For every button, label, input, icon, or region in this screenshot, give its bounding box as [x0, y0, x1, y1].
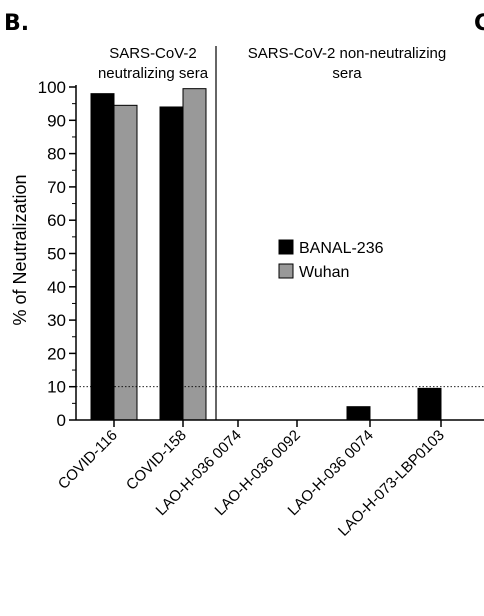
legend-swatch-wuhan	[278, 263, 294, 279]
y-tick-label: 70	[47, 178, 66, 197]
panel-label: B.	[4, 11, 29, 36]
legend-swatch-banal	[278, 239, 294, 255]
legend: BANAL-236 Wuhan	[278, 239, 384, 281]
legend-label-wuhan: Wuhan	[299, 264, 349, 281]
y-axis-label: % of Neutralization	[10, 174, 30, 325]
y-tick-label: 80	[47, 145, 66, 164]
bar-wuhan-1	[182, 88, 207, 421]
group-label-1-line1: SARS-CoV-2	[109, 45, 197, 62]
y-tick-label: 10	[47, 378, 66, 397]
bar-banal-236-5	[417, 387, 442, 421]
bar-banal-236-1	[159, 106, 184, 421]
group-label-2-line2: sera	[332, 65, 362, 82]
group-label-1-line2: neutralizing sera	[98, 65, 209, 82]
bar-banal-236-4	[346, 406, 371, 421]
y-tick-label: 20	[47, 344, 66, 363]
y-tick-label: 40	[47, 278, 66, 297]
y-tick-label: 0	[57, 411, 66, 430]
y-tick-label: 90	[47, 111, 66, 130]
y-tick-label: 30	[47, 311, 66, 330]
y-ticks: 0 10 20 30 40 50 60 70 80 90 100	[38, 78, 76, 430]
y-tick-label: 60	[47, 211, 66, 230]
y-tick-label: 50	[47, 245, 66, 264]
legend-label-banal: BANAL-236	[299, 240, 384, 257]
bar-wuhan-0	[113, 104, 138, 421]
y-tick-label: 100	[38, 78, 66, 97]
bar-banal-236-0	[90, 93, 115, 421]
bars	[90, 88, 442, 421]
group-label-2-line1: SARS-CoV-2 non-neutralizing	[248, 45, 446, 62]
x-tick-label: COVID-116	[55, 427, 121, 493]
next-panel-label: C	[474, 11, 484, 36]
